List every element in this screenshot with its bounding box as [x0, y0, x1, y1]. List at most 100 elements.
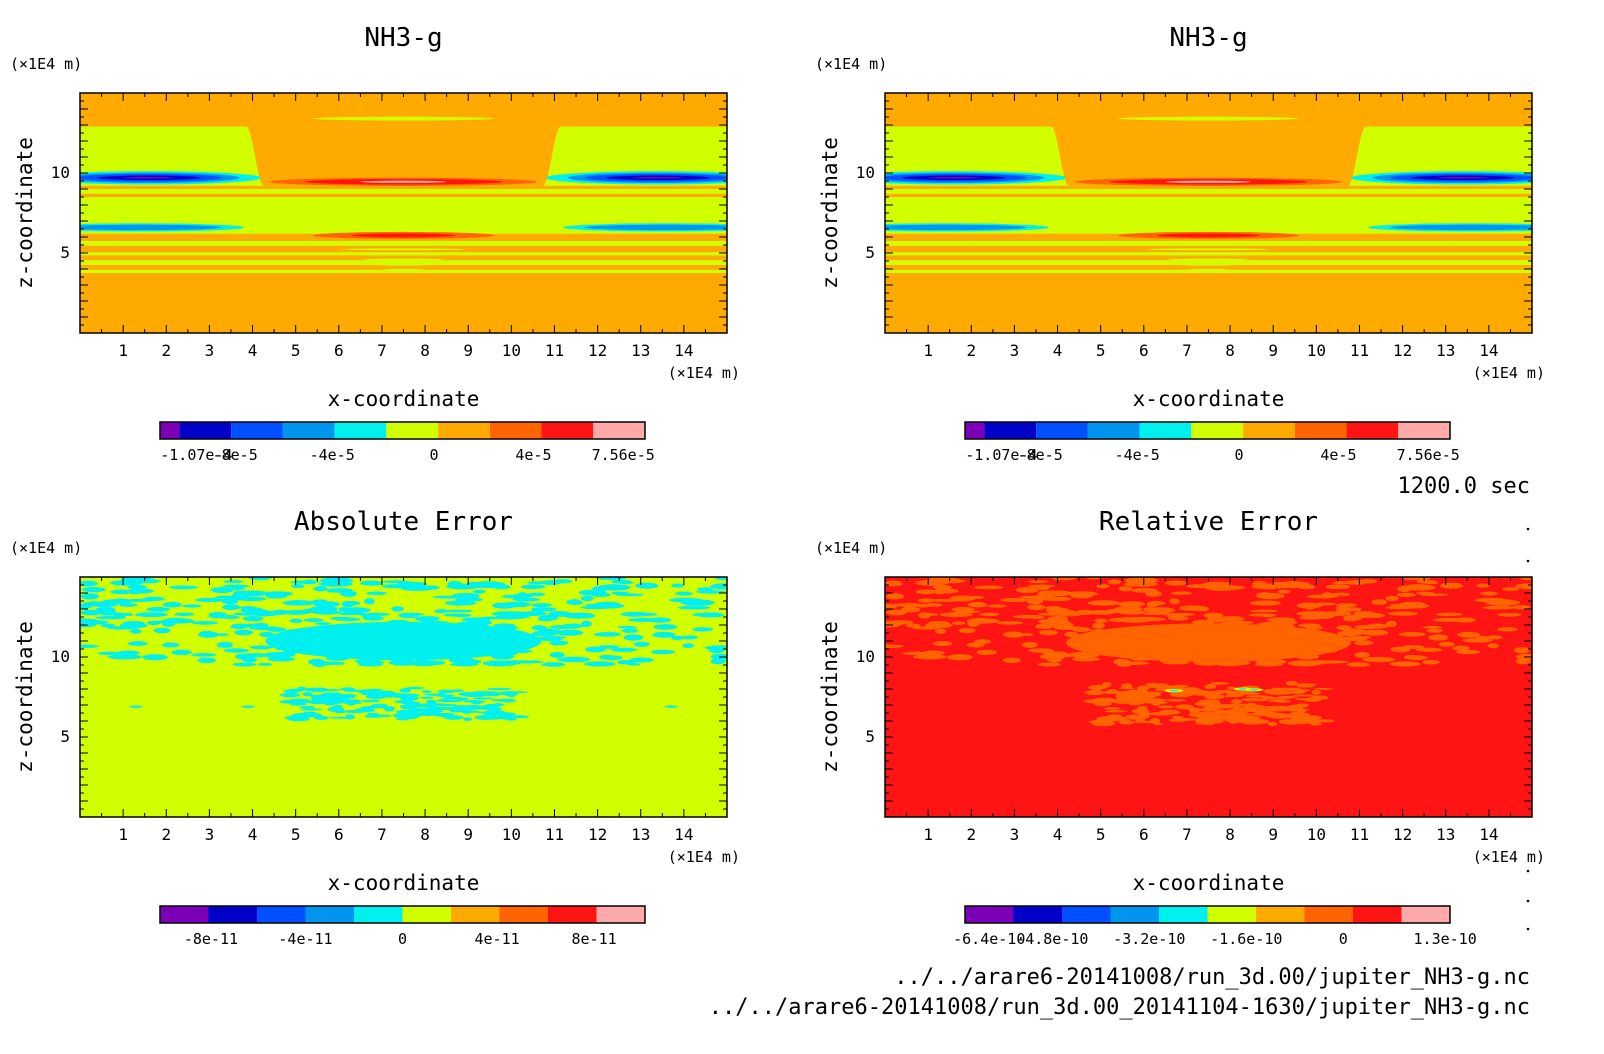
error-speck: [710, 658, 726, 665]
x-tick-label: 9: [463, 341, 473, 360]
error-speck: [1118, 585, 1133, 592]
colorbar-swatch: [596, 906, 645, 923]
field-core-purple-right: [1437, 176, 1489, 179]
error-speck: [1405, 655, 1428, 661]
footer-file-1: ../../arare6-20141008/run_3d.00/jupiter_…: [894, 965, 1530, 990]
error-speck: [1003, 631, 1024, 638]
error-speck: [1027, 604, 1046, 611]
error-speck: [1246, 698, 1269, 702]
error-speck: [539, 580, 563, 585]
time-label: 1200.0 sec: [1398, 474, 1530, 499]
error-speck: [885, 644, 904, 648]
chart-panel-2: NH3-g(×1E4 m)1 2 3 4 5 6 7 8 9 10 11 12 13 14510(×1E4…: [815, 23, 1545, 464]
error-speck: [1107, 579, 1122, 585]
error-speck: [966, 618, 1000, 624]
error-speck: [671, 583, 685, 588]
error-speck: [216, 633, 229, 636]
error-speck: [428, 705, 440, 710]
error-hotspot: [1249, 689, 1259, 691]
error-speck: [221, 598, 239, 605]
error-speck: [1146, 607, 1176, 614]
error-speck: [279, 692, 300, 698]
y-unit-label: (×1E4 m): [10, 539, 82, 557]
error-speck: [492, 611, 527, 616]
colorbar-label: -8e-11: [184, 930, 238, 948]
error-speck: [404, 612, 424, 616]
error-speck: [479, 616, 505, 620]
error-speck: [927, 598, 962, 602]
x-tick-label: 4: [248, 341, 258, 360]
error-speck: [1106, 716, 1123, 719]
error-speck: [1428, 634, 1449, 641]
colorbar-frame: [964, 905, 1451, 924]
error-speck: [633, 641, 650, 647]
error-speck: [1515, 653, 1532, 660]
error-speck: [283, 689, 301, 694]
x-tick-label: 2: [161, 825, 171, 844]
error-speck: [1145, 590, 1162, 597]
chart-panel-3: Absolute Error(×1E4 m)1 2 3 4 5 6 7 8 9 10 11 12 13 1…: [10, 507, 740, 948]
error-speck: [223, 580, 244, 584]
error-speck: [1250, 609, 1279, 613]
error-speck: [359, 613, 381, 617]
colorbar-swatch: [965, 422, 985, 439]
error-speck: [118, 603, 138, 607]
error-speck: [885, 580, 903, 587]
error-speck: [382, 692, 394, 696]
x-tick-label: 9: [1268, 341, 1278, 360]
error-speck: [1362, 656, 1396, 663]
error-speck: [1277, 695, 1300, 699]
error-speck: [302, 713, 318, 716]
x-tick-label: 8: [420, 825, 430, 844]
field-top-streak: [1117, 116, 1300, 121]
error-speck: [127, 584, 148, 590]
error-speck: [291, 600, 305, 604]
error-speck: [629, 657, 654, 663]
field-center-pink: [1165, 180, 1252, 183]
error-speck: [549, 612, 576, 617]
x-tick-label: 13: [631, 341, 650, 360]
error-speck: [885, 593, 905, 600]
error-speck: [317, 688, 342, 691]
error-speck: [341, 607, 371, 614]
error-speck: [1387, 611, 1419, 616]
error-speck: [1075, 609, 1095, 615]
x-tick-label: 8: [1225, 341, 1235, 360]
error-speck: [681, 635, 698, 640]
error-speck: [231, 623, 250, 627]
error-speck: [1354, 624, 1381, 630]
error-speck: [233, 590, 259, 594]
error-speck: [270, 609, 290, 615]
error-speck: [1107, 689, 1118, 694]
colorbar-label: -1.07e-4: [160, 446, 232, 464]
error-speck: [463, 710, 480, 713]
y-tick-label: 5: [865, 727, 875, 746]
field-chevron: [1178, 263, 1239, 266]
x-tick-label: 13: [631, 825, 650, 844]
colorbar-swatch: [1036, 422, 1088, 439]
error-core: [1066, 623, 1351, 662]
x-tick-label: 10: [1307, 341, 1326, 360]
footer-file-2: ../../arare6-20141008/run_3d.00_20141104…: [709, 995, 1530, 1020]
field-lower-band: [80, 260, 727, 265]
error-speck: [442, 699, 463, 703]
x-tick-label: 2: [966, 825, 976, 844]
error-speck: [1147, 701, 1168, 705]
error-speck: [449, 689, 465, 693]
x-tick-label: 3: [205, 341, 215, 360]
error-speck: [1312, 602, 1336, 606]
x-tick-label: 2: [966, 341, 976, 360]
error-speck: [1297, 584, 1316, 590]
x-tick-label: 4: [1053, 825, 1063, 844]
error-speck: [80, 644, 99, 648]
error-speck: [973, 585, 1003, 590]
error-speck: [505, 718, 517, 721]
error-speck: [1435, 612, 1463, 617]
error-speck: [1057, 622, 1074, 628]
error-speck: [1488, 599, 1509, 604]
error-speck: [1126, 700, 1146, 705]
error-speck: [216, 641, 233, 648]
error-speck: [696, 587, 714, 591]
error-speck: [1210, 682, 1230, 685]
